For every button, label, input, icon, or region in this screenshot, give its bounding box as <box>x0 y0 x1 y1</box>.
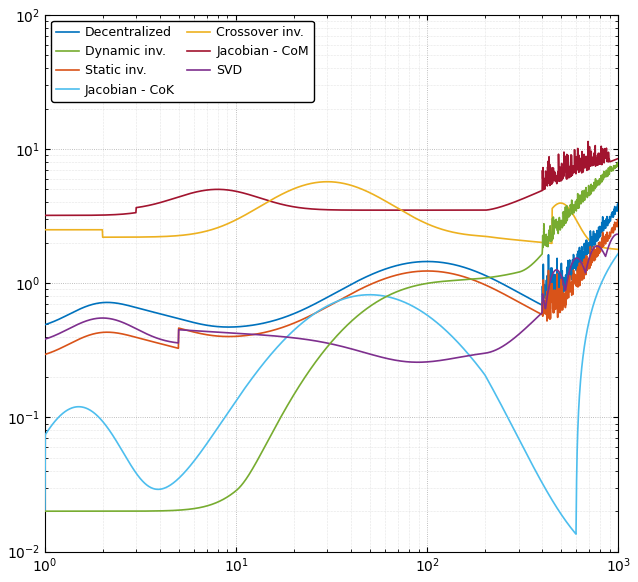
SVD <box>614 231 622 238</box>
Decentralized <box>70 308 78 315</box>
Static inv. <box>614 215 622 222</box>
Decentralized <box>598 219 605 226</box>
Line: Static inv.: Static inv. <box>45 219 618 354</box>
Jacobian - CoM <box>320 206 328 213</box>
Dynamic inv. <box>41 508 49 514</box>
Jacobian - CoM <box>614 155 622 162</box>
Decentralized <box>41 321 49 328</box>
Jacobian - CoK <box>493 393 500 400</box>
Crossover inv. <box>320 178 328 185</box>
Crossover inv. <box>493 235 501 242</box>
Jacobian - CoM <box>305 205 313 212</box>
Dynamic inv. <box>493 273 500 280</box>
Dynamic inv. <box>320 347 328 354</box>
Jacobian - CoK <box>614 250 622 257</box>
Jacobian - CoK <box>41 508 49 514</box>
Crossover inv. <box>305 180 313 187</box>
SVD <box>41 336 49 343</box>
Dynamic inv. <box>598 175 605 182</box>
Line: Decentralized: Decentralized <box>45 203 618 327</box>
Jacobian - CoK <box>320 304 328 311</box>
Jacobian - CoM <box>493 204 500 211</box>
Decentralized <box>225 324 232 331</box>
Crossover inv. <box>614 246 622 253</box>
Jacobian - CoM <box>598 161 605 168</box>
Line: Jacobian - CoM: Jacobian - CoM <box>45 141 618 215</box>
Crossover inv. <box>323 178 331 185</box>
Jacobian - CoM <box>41 212 49 219</box>
Jacobian - CoM <box>598 152 606 159</box>
Jacobian - CoK <box>598 279 605 286</box>
Static inv. <box>598 244 605 251</box>
Dynamic inv. <box>305 368 313 375</box>
Static inv. <box>305 313 313 320</box>
Decentralized <box>598 222 606 229</box>
Line: SVD: SVD <box>45 234 618 362</box>
Jacobian - CoK <box>572 531 580 538</box>
Crossover inv. <box>598 244 606 251</box>
Jacobian - CoM <box>584 138 592 145</box>
Line: Crossover inv.: Crossover inv. <box>45 182 618 250</box>
Line: Jacobian - CoK: Jacobian - CoK <box>45 253 618 534</box>
Static inv. <box>493 287 500 294</box>
Static inv. <box>41 351 49 358</box>
Static inv. <box>320 305 328 312</box>
Dynamic inv. <box>614 159 622 166</box>
Dynamic inv. <box>70 508 78 514</box>
SVD <box>598 247 606 254</box>
SVD <box>320 339 328 346</box>
SVD <box>305 336 313 343</box>
SVD <box>614 230 621 237</box>
Decentralized <box>493 278 501 285</box>
Dynamic inv. <box>598 172 605 179</box>
Decentralized <box>614 200 622 207</box>
Decentralized <box>305 303 313 310</box>
Line: Dynamic inv.: Dynamic inv. <box>45 162 618 511</box>
Jacobian - CoK <box>598 278 606 285</box>
Crossover inv. <box>70 226 78 233</box>
Static inv. <box>598 235 605 242</box>
SVD <box>70 322 78 329</box>
Decentralized <box>320 296 328 303</box>
Crossover inv. <box>598 244 605 251</box>
SVD <box>414 359 422 365</box>
Static inv. <box>70 338 78 345</box>
Legend: Decentralized, Dynamic inv., Static inv., Jacobian - CoK, Crossover inv., Jacobi: Decentralized, Dynamic inv., Static inv.… <box>51 21 314 102</box>
Jacobian - CoM <box>70 212 78 219</box>
SVD <box>493 346 501 353</box>
Crossover inv. <box>41 226 49 233</box>
Jacobian - CoK <box>305 314 313 321</box>
Jacobian - CoK <box>70 404 78 411</box>
SVD <box>598 246 605 253</box>
